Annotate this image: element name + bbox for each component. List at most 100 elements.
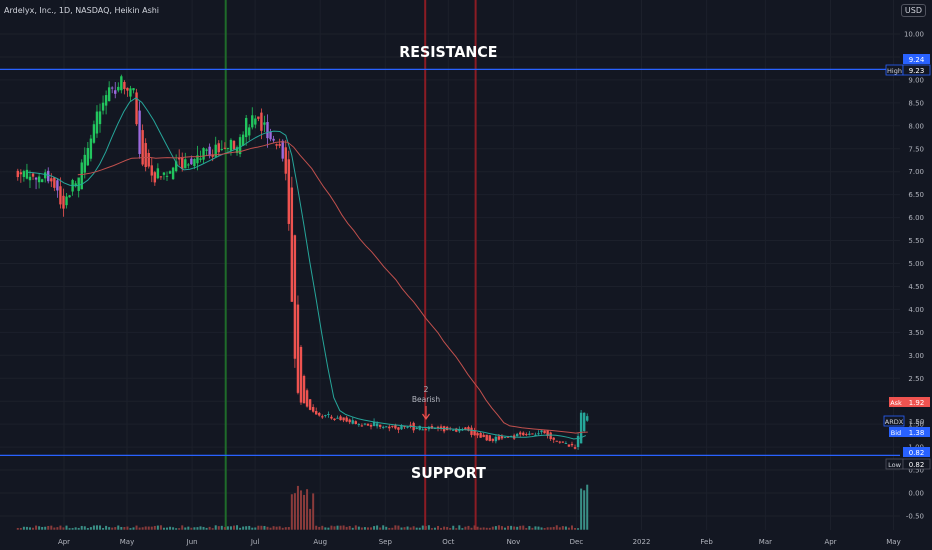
volume-bar xyxy=(440,527,443,530)
volume-bar xyxy=(507,525,510,530)
volume-bar xyxy=(473,525,476,530)
volume-bar xyxy=(296,485,299,530)
candle-body xyxy=(89,138,93,159)
candle-body xyxy=(363,423,367,425)
volume-bar xyxy=(108,527,111,530)
candle-body xyxy=(162,172,166,175)
volume-bar xyxy=(558,527,561,530)
volume-bar xyxy=(303,494,306,530)
volume-bar xyxy=(516,526,519,530)
volume-bar xyxy=(166,527,169,530)
candle-body xyxy=(391,425,394,427)
candle-body xyxy=(211,154,214,157)
candle-body xyxy=(92,124,96,143)
candle-body xyxy=(409,424,412,426)
price-axis[interactable] xyxy=(900,0,932,530)
candle-body xyxy=(110,87,114,89)
candle-body xyxy=(126,87,129,91)
candle-body xyxy=(330,416,333,419)
volume-bar xyxy=(510,525,513,530)
volume-bar xyxy=(214,525,217,530)
chart-title: Ardelyx, Inc., 1D, NASDAQ, Heikin Ashi xyxy=(4,6,160,15)
bid-tag: Bid 1.38 xyxy=(889,427,930,437)
volume-bar xyxy=(488,527,491,530)
candle-body xyxy=(53,177,56,188)
volume-bar xyxy=(74,527,77,530)
volume-bar xyxy=(184,527,187,530)
low-tag: Low 0.82 xyxy=(885,458,931,470)
symbol-tag: ARDX 1.50 xyxy=(883,415,924,427)
candle-body xyxy=(299,346,303,403)
price-axis-label: 6.50 xyxy=(908,191,924,199)
volume-bar xyxy=(126,526,129,530)
volume-bar xyxy=(354,525,357,530)
candle-body xyxy=(302,375,306,404)
volume-bar xyxy=(424,526,427,530)
volume-bar xyxy=(35,525,38,530)
volume-bar xyxy=(555,525,558,530)
candle-body xyxy=(458,429,461,432)
volume-bar xyxy=(385,526,388,530)
volume-bar xyxy=(379,527,382,530)
volume-bar xyxy=(239,527,242,530)
volume-bar xyxy=(135,525,138,530)
candle-body xyxy=(165,175,169,177)
volume-bar xyxy=(111,527,114,530)
volume-bar xyxy=(266,526,269,530)
volume-bar xyxy=(443,526,446,530)
volume-bar xyxy=(102,527,105,530)
candle-body xyxy=(177,157,181,160)
volume-bar xyxy=(388,527,391,530)
volume-bar xyxy=(290,494,293,530)
volume-bar xyxy=(226,526,229,530)
vertical-marker-line xyxy=(424,0,427,530)
candle-body xyxy=(324,415,327,417)
candle-body xyxy=(555,440,558,442)
candle-body xyxy=(525,434,528,436)
candle-body xyxy=(168,171,172,174)
volume-bar xyxy=(38,526,41,530)
volume-bar xyxy=(464,526,467,530)
volume-bar xyxy=(430,528,433,530)
candle-body xyxy=(488,435,491,441)
bearish-signal[interactable]: 2 Bearish xyxy=(412,385,440,421)
volume-bar xyxy=(44,526,47,530)
volume-bar xyxy=(89,527,92,530)
candle-body xyxy=(464,427,467,430)
volume-bar xyxy=(494,526,497,530)
time-axis[interactable] xyxy=(0,530,932,550)
volume-bar xyxy=(482,527,485,530)
candle-body xyxy=(339,416,342,421)
volume-bar xyxy=(32,527,35,530)
candle-body xyxy=(269,131,272,140)
volume-bar xyxy=(449,528,452,530)
currency-selector[interactable]: USD xyxy=(900,4,926,17)
vertical-marker-line xyxy=(224,0,227,530)
volume-bar xyxy=(458,525,461,530)
volume-bar xyxy=(397,525,400,530)
candle-body xyxy=(205,149,208,151)
volume-bar xyxy=(437,525,440,530)
candle-body xyxy=(388,426,391,429)
volume-bar xyxy=(120,526,123,530)
volume-bar xyxy=(65,525,68,530)
candle-body xyxy=(95,111,99,134)
volume-bar xyxy=(412,526,415,530)
volume-bar xyxy=(577,528,580,530)
volume-bar xyxy=(394,525,397,530)
high-tag-label: High xyxy=(887,67,902,75)
candle-body xyxy=(107,87,111,102)
volume-bar xyxy=(144,526,147,530)
volume-bar xyxy=(293,493,296,530)
candle-body xyxy=(171,167,175,180)
volume-bar xyxy=(278,526,281,530)
volume-bar xyxy=(324,527,327,530)
volume-bar xyxy=(105,525,108,530)
price-axis-label: 0.50 xyxy=(908,467,924,475)
volume-bar xyxy=(513,526,516,530)
candle-body xyxy=(226,147,230,149)
price-axis-label: 4.50 xyxy=(908,283,924,291)
volume-bar xyxy=(257,525,260,530)
